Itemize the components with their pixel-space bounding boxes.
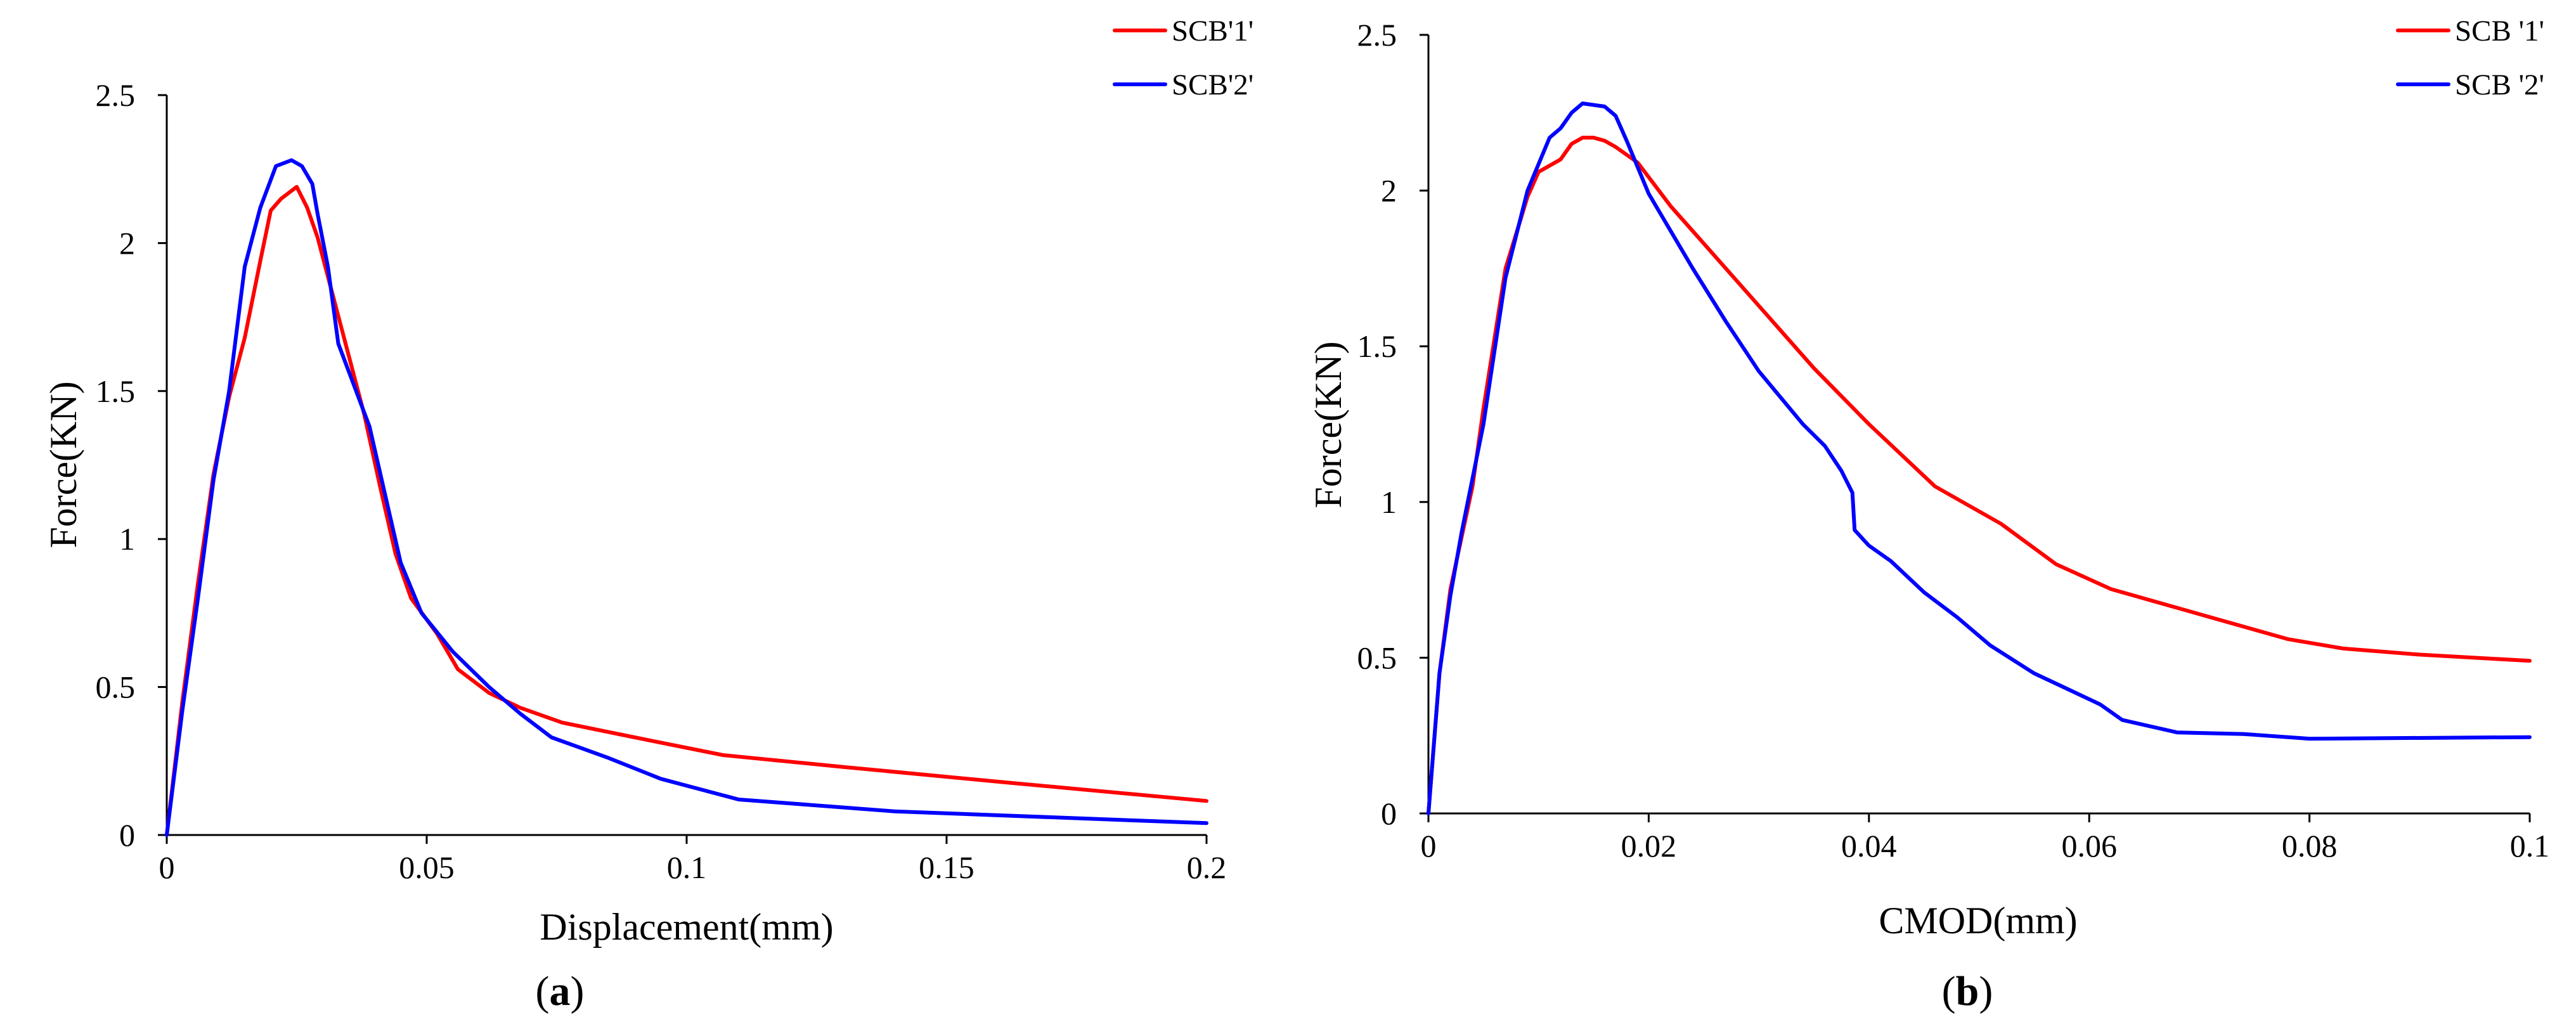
y-tick-label: 1.5 [96,373,136,409]
x-tick-label: 0.15 [919,850,974,885]
y-tick-label: 1 [1381,484,1397,520]
series-line-2 [1427,101,2532,815]
chart-panel-b: 0 0.02 0.04 0.06 0.08 0.1 0 0.5 1 1.5 2 2.5 CMOD(m… [1307,15,2549,1014]
y-tick-label: 1 [119,521,135,557]
legend: SCB'1' SCB'2' [1113,15,1253,101]
x-tick-label: 0 [1421,828,1437,864]
x-tick-label: 0.2 [1187,850,1227,885]
y-tick-label: 2 [1381,173,1397,209]
legend-label-series-1: SCB '1' [2455,15,2544,48]
x-tick-label: 0.1 [667,850,707,885]
series-line-1 [165,184,1208,837]
x-tick-label: 0.06 [2061,828,2117,864]
y-axis-title: Force(KN) [42,381,84,548]
y-tick-label: 2 [119,225,135,261]
y-tick-label: 0.5 [1357,640,1397,675]
series-line-1 [1427,136,2532,815]
panel-letter: a [550,968,571,1014]
y-axis-title: Force(KN) [1307,341,1349,508]
chart-panel-a: 0 0.05 0.1 0.15 0.2 0 0.5 1 1.5 2 2.5 Displacemen… [42,15,1253,1014]
legend-label-series-2: SCB '2' [2455,68,2544,101]
y-tick-label: 1.5 [1357,328,1397,364]
panel-letter: b [1956,968,1979,1014]
legend-label-series-2: SCB'2' [1172,68,1253,101]
x-tick-label: 0 [159,850,175,885]
y-tick-label: 0.5 [96,670,136,705]
x-tick-label: 0.02 [1621,828,1677,864]
x-axis-title: Displacement(mm) [540,906,833,948]
x-tick-label: 0.08 [2282,828,2338,864]
panel-label: (b) [1942,968,1993,1014]
y-tick-label: 2.5 [96,77,136,113]
legend-label-series-1: SCB'1' [1172,15,1253,48]
x-tick-label: 0.1 [2510,828,2550,864]
y-tick-label: 0 [119,817,135,853]
y-tick-label: 0 [1381,796,1397,831]
x-axis-title: CMOD(mm) [1879,900,2077,942]
y-tick-label: 2.5 [1357,17,1397,53]
legend: SCB '1' SCB '2' [2396,15,2544,101]
x-tick-label: 0.04 [1841,828,1897,864]
series-line-2 [165,158,1208,837]
panel-label: (a) [536,968,585,1014]
x-tick-label: 0.05 [399,850,455,885]
